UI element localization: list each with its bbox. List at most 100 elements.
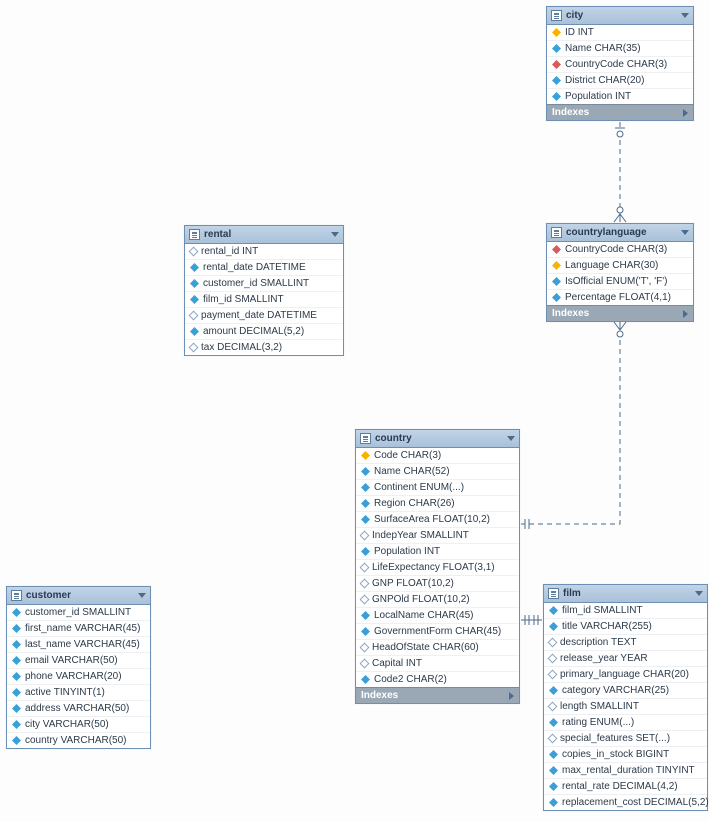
table-film[interactable]: film film_id SMALLINT title VARCHAR(255) de… — [543, 584, 708, 811]
column-row[interactable]: active TINYINT(1) — [7, 685, 150, 701]
column-icon — [549, 606, 558, 615]
table-header[interactable]: country — [356, 430, 519, 448]
column-row[interactable]: IsOfficial ENUM('T', 'F') — [547, 274, 693, 290]
table-title: film — [563, 588, 691, 599]
column-text: Percentage FLOAT(4,1) — [565, 292, 671, 303]
column-row[interactable]: customer_id SMALLINT — [7, 605, 150, 621]
column-row[interactable]: Capital INT — [356, 656, 519, 672]
table-header[interactable]: customer — [7, 587, 150, 605]
column-row[interactable]: payment_date DATETIME — [185, 308, 343, 324]
column-row[interactable]: release_year YEAR — [544, 651, 707, 667]
column-row[interactable]: GovernmentForm CHAR(45) — [356, 624, 519, 640]
column-icon — [549, 766, 558, 775]
column-row[interactable]: max_rental_duration TINYINT — [544, 763, 707, 779]
column-row[interactable]: tax DECIMAL(3,2) — [185, 340, 343, 355]
table-customer[interactable]: customercustomer_id SMALLINT first_name V… — [6, 586, 151, 749]
column-row[interactable]: amount DECIMAL(5,2) — [185, 324, 343, 340]
column-row[interactable]: last_name VARCHAR(45) — [7, 637, 150, 653]
column-text: rental_id INT — [201, 246, 258, 257]
column-row[interactable]: rental_date DATETIME — [185, 260, 343, 276]
column-row[interactable]: rental_rate DECIMAL(4,2) — [544, 779, 707, 795]
column-row[interactable]: film_id SMALLINT — [544, 603, 707, 619]
column-row[interactable]: email VARCHAR(50) — [7, 653, 150, 669]
column-row[interactable]: special_features SET(...) — [544, 731, 707, 747]
column-row[interactable]: GNP FLOAT(10,2) — [356, 576, 519, 592]
columns: rental_id INT rental_date DATETIME custome… — [185, 244, 343, 355]
column-row[interactable]: CountryCode CHAR(3) — [547, 242, 693, 258]
indexes-bar[interactable]: Indexes — [547, 305, 693, 321]
column-row[interactable]: phone VARCHAR(20) — [7, 669, 150, 685]
collapse-icon[interactable] — [681, 230, 689, 235]
column-row[interactable]: description TEXT — [544, 635, 707, 651]
indexes-bar[interactable]: Indexes — [356, 687, 519, 703]
column-row[interactable]: country VARCHAR(50) — [7, 733, 150, 748]
erd-canvas: cityID INT Name CHAR(35) CountryCode CHAR(… — [0, 0, 709, 822]
indexes-bar[interactable]: Indexes — [547, 104, 693, 120]
table-countrylanguage[interactable]: countrylanguageCountryCode CHAR(3)Langua… — [546, 223, 694, 322]
collapse-icon[interactable] — [331, 232, 339, 237]
column-row[interactable]: category VARCHAR(25) — [544, 683, 707, 699]
table-header[interactable]: city — [547, 7, 693, 25]
collapse-icon[interactable] — [507, 436, 515, 441]
column-row[interactable]: first_name VARCHAR(45) — [7, 621, 150, 637]
column-row[interactable]: replacement_cost DECIMAL(5,2) — [544, 795, 707, 810]
column-text: first_name VARCHAR(45) — [25, 623, 140, 634]
column-icon — [190, 279, 199, 288]
column-row[interactable]: LocalName CHAR(45) — [356, 608, 519, 624]
column-text: title VARCHAR(255) — [562, 621, 652, 632]
column-text: customer_id SMALLINT — [203, 278, 309, 289]
column-row[interactable]: Code2 CHAR(2) — [356, 672, 519, 687]
column-row[interactable]: rental_id INT — [185, 244, 343, 260]
column-text: release_year YEAR — [560, 653, 648, 664]
table-country[interactable]: countryCode CHAR(3)Name CHAR(52)Continen… — [355, 429, 520, 704]
column-row[interactable]: customer_id SMALLINT — [185, 276, 343, 292]
column-row[interactable]: LifeExpectancy FLOAT(3,1) — [356, 560, 519, 576]
column-row[interactable]: District CHAR(20) — [547, 73, 693, 89]
column-row[interactable]: Code CHAR(3) — [356, 448, 519, 464]
column-text: Region CHAR(26) — [374, 498, 455, 509]
column-text: last_name VARCHAR(45) — [25, 639, 140, 650]
nullable-icon — [548, 734, 558, 744]
expand-icon[interactable] — [683, 109, 688, 117]
column-row[interactable]: title VARCHAR(255) — [544, 619, 707, 635]
expand-icon[interactable] — [509, 692, 514, 700]
table-header[interactable]: rental — [185, 226, 343, 244]
column-text: CountryCode CHAR(3) — [565, 59, 667, 70]
column-icon — [552, 76, 561, 85]
column-row[interactable]: copies_in_stock BIGINT — [544, 747, 707, 763]
fk-icon — [552, 60, 561, 69]
column-row[interactable]: Percentage FLOAT(4,1) — [547, 290, 693, 305]
column-row[interactable]: Population INT — [547, 89, 693, 104]
column-text: Name CHAR(35) — [565, 43, 641, 54]
column-row[interactable]: Language CHAR(30) — [547, 258, 693, 274]
column-row[interactable]: Continent ENUM(...) — [356, 480, 519, 496]
table-icon — [548, 588, 559, 599]
collapse-icon[interactable] — [681, 13, 689, 18]
column-row[interactable]: HeadOfState CHAR(60) — [356, 640, 519, 656]
column-row[interactable]: SurfaceArea FLOAT(10,2) — [356, 512, 519, 528]
column-row[interactable]: CountryCode CHAR(3) — [547, 57, 693, 73]
expand-icon[interactable] — [683, 310, 688, 318]
table-header[interactable]: countrylanguage — [547, 224, 693, 242]
column-row[interactable]: Population INT — [356, 544, 519, 560]
table-city[interactable]: cityID INT Name CHAR(35) CountryCode CHAR(… — [546, 6, 694, 121]
column-row[interactable]: ID INT — [547, 25, 693, 41]
column-row[interactable]: film_id SMALLINT — [185, 292, 343, 308]
column-row[interactable]: Name CHAR(35) — [547, 41, 693, 57]
column-row[interactable]: Region CHAR(26) — [356, 496, 519, 512]
column-row[interactable]: rating ENUM(...) — [544, 715, 707, 731]
collapse-icon[interactable] — [138, 593, 146, 598]
column-text: length SMALLINT — [560, 701, 639, 712]
column-text: category VARCHAR(25) — [562, 685, 669, 696]
column-row[interactable]: primary_language CHAR(20) — [544, 667, 707, 683]
column-row[interactable]: city VARCHAR(50) — [7, 717, 150, 733]
collapse-icon[interactable] — [695, 591, 703, 596]
table-header[interactable]: film — [544, 585, 707, 603]
table-rental[interactable]: rental rental_id INT rental_date DATETIME c… — [184, 225, 344, 356]
column-row[interactable]: IndepYear SMALLINT — [356, 528, 519, 544]
column-row[interactable]: Name CHAR(52) — [356, 464, 519, 480]
column-row[interactable]: address VARCHAR(50) — [7, 701, 150, 717]
column-row[interactable]: GNPOld FLOAT(10,2) — [356, 592, 519, 608]
column-row[interactable]: length SMALLINT — [544, 699, 707, 715]
column-icon — [552, 92, 561, 101]
